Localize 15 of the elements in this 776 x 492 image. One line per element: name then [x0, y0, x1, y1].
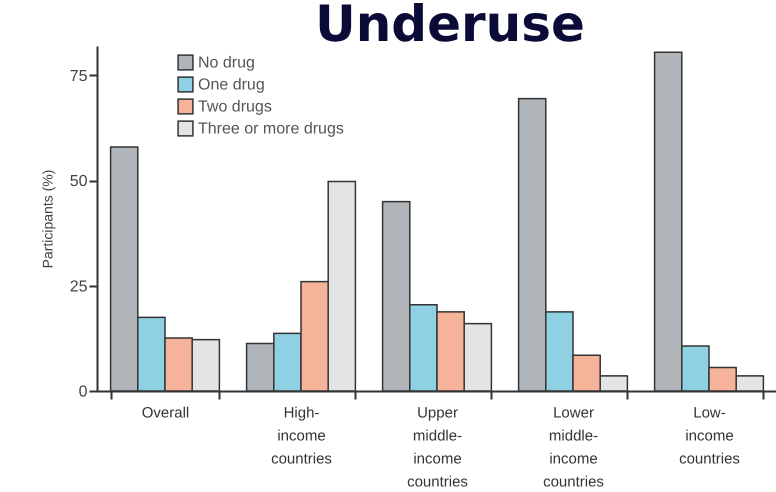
chart-title: Underuse	[315, 0, 585, 53]
x-tick-label: Low- income countries	[679, 404, 740, 468]
x-tick-label: Upper middle- income countries	[407, 404, 468, 490]
x-tick-label: High- income countries	[271, 404, 332, 468]
legend-label: One drug	[198, 76, 265, 94]
legend-label: Three or more drugs	[198, 120, 344, 138]
y-tick-label: 0	[78, 384, 88, 400]
y-tick-label: 25	[70, 278, 88, 296]
y-axis-title: Participants (%)	[40, 170, 56, 268]
legend-label: No drug	[198, 54, 255, 72]
y-tick-label: 75	[70, 68, 88, 85]
y-tick-label: 50	[70, 173, 88, 190]
x-tick-label: Overall	[142, 404, 190, 422]
x-tick-label: Lower middle- income countries	[543, 404, 604, 490]
legend-label: Two drugs	[198, 98, 272, 116]
